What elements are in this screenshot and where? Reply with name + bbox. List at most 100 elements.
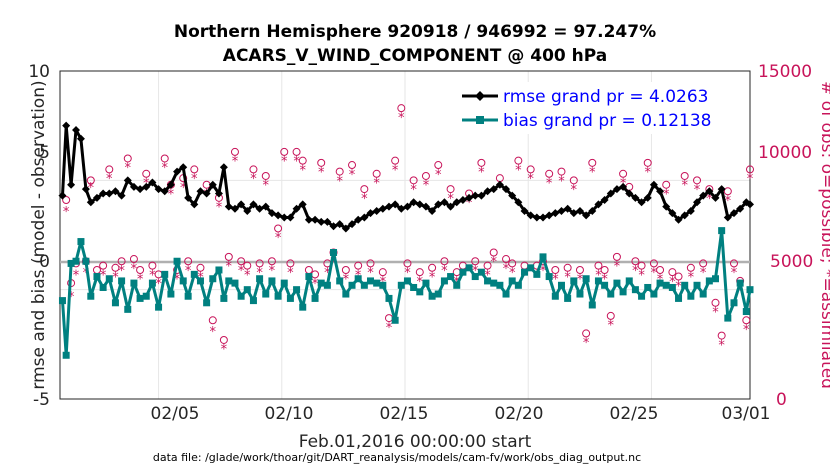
obs-possible-point bbox=[514, 156, 523, 165]
rmse-point bbox=[446, 202, 455, 211]
obs-assimilated-point: * bbox=[521, 268, 528, 283]
obs-possible-point bbox=[286, 259, 295, 268]
rmse-point bbox=[190, 200, 199, 209]
obs-assimilated-point: * bbox=[472, 264, 479, 279]
rmse-point bbox=[184, 193, 193, 202]
metric-series bbox=[58, 121, 754, 359]
obs-assimilated-point: * bbox=[88, 181, 95, 196]
plot-area-frame bbox=[59, 70, 751, 400]
obs-possible-point bbox=[366, 259, 375, 268]
bias-point bbox=[496, 281, 504, 289]
rmse-point bbox=[311, 215, 320, 224]
rmse-point bbox=[354, 215, 363, 224]
rmse-point bbox=[428, 206, 437, 215]
rmse-point bbox=[224, 202, 233, 211]
rmse-point bbox=[323, 217, 332, 226]
obs-assimilated-point: * bbox=[155, 277, 162, 292]
obs-assimilated-point: * bbox=[232, 155, 239, 170]
bias-point bbox=[527, 264, 535, 272]
obs-possible-point bbox=[335, 167, 344, 176]
rmse-point bbox=[255, 204, 264, 213]
obs-assimilated-point: * bbox=[614, 260, 621, 275]
bias-point bbox=[699, 290, 707, 298]
rmse-point bbox=[274, 211, 283, 220]
obs-possible-point bbox=[372, 169, 381, 178]
bias-point bbox=[330, 248, 338, 256]
bias-point bbox=[391, 316, 399, 324]
obs-assimilated-point: * bbox=[429, 271, 436, 286]
bias-point bbox=[379, 281, 387, 289]
obs-assimilated-point: * bbox=[373, 177, 380, 192]
obs-assimilated-point: * bbox=[185, 264, 192, 279]
left-y-tick-labels: 10 5 0 -5 bbox=[28, 62, 50, 410]
obs-possible-point bbox=[643, 158, 652, 167]
right-y-tick-labels: 15000 10000 5000 0 bbox=[758, 62, 813, 410]
obs-possible-point bbox=[606, 311, 615, 320]
bias-point bbox=[644, 283, 652, 291]
bias-point bbox=[231, 279, 239, 287]
obs-possible-point bbox=[649, 259, 658, 268]
rmse-point bbox=[699, 191, 708, 200]
bias-point bbox=[422, 279, 430, 287]
obs-assimilated-point: * bbox=[226, 260, 233, 275]
bias-point bbox=[305, 273, 313, 281]
obs-possible-point bbox=[99, 261, 108, 270]
obs-possible-point bbox=[680, 171, 689, 180]
rmse-point bbox=[366, 209, 375, 218]
obs-possible-point bbox=[508, 259, 517, 268]
x-tick-label: 02/15 bbox=[380, 404, 429, 424]
legend-rmse-marker bbox=[475, 91, 485, 101]
obs-possible-point bbox=[569, 176, 578, 185]
bias-point bbox=[484, 277, 492, 285]
rmse-point bbox=[286, 213, 295, 222]
x-tick-label: 02/05 bbox=[151, 404, 200, 424]
bias-point bbox=[256, 275, 264, 283]
obs-assimilated-point: * bbox=[601, 273, 608, 288]
rmse-point bbox=[160, 187, 169, 196]
obs-possible-point bbox=[136, 265, 145, 274]
obs-assimilated-point: * bbox=[460, 268, 467, 283]
obs-assimilated-point: * bbox=[410, 183, 417, 198]
rmse-point bbox=[237, 200, 246, 209]
obs-assimilated-point: * bbox=[435, 168, 442, 183]
bias-point bbox=[564, 294, 572, 302]
rmse-point bbox=[508, 191, 517, 200]
obs-possible-point bbox=[551, 265, 560, 274]
rmse-point bbox=[166, 180, 175, 189]
bias-point bbox=[662, 281, 670, 289]
obs-possible-point bbox=[594, 261, 603, 270]
rmse-point bbox=[723, 213, 732, 222]
rmse-point bbox=[465, 193, 474, 202]
bias-point bbox=[582, 275, 590, 283]
bias-point bbox=[286, 294, 294, 302]
obs-possible-point bbox=[255, 259, 264, 268]
rmse-point bbox=[304, 215, 313, 224]
obs-assimilated-point: * bbox=[398, 111, 405, 126]
obs-possible-point bbox=[489, 248, 498, 257]
right-y-axis-label: # of obs: o=possible; *=assimilated bbox=[817, 81, 830, 389]
rmse-point bbox=[619, 182, 628, 191]
obs-possible-point bbox=[557, 167, 566, 176]
bias-point bbox=[675, 294, 683, 302]
obs-possible-point bbox=[111, 263, 120, 272]
rmse-point bbox=[148, 178, 157, 187]
obs-possible-point bbox=[292, 147, 301, 156]
bias-point bbox=[681, 281, 689, 289]
obs-possible-point bbox=[711, 298, 720, 307]
obs-possible-point bbox=[196, 263, 205, 272]
obs-possible-point bbox=[717, 331, 726, 340]
obs-possible-point bbox=[230, 147, 239, 156]
obs-possible-point bbox=[317, 158, 326, 167]
obs-assimilated-point: * bbox=[269, 264, 276, 279]
bias-point bbox=[87, 292, 95, 300]
bias-point bbox=[465, 264, 473, 272]
rmse-point bbox=[575, 206, 584, 215]
rmse-point bbox=[502, 185, 511, 194]
obs-possible-point bbox=[391, 156, 400, 165]
obs-possible-point bbox=[267, 257, 276, 266]
bias-point bbox=[299, 303, 307, 311]
rmse-point bbox=[230, 204, 239, 213]
rmse-point bbox=[563, 204, 572, 213]
rmse-point bbox=[637, 198, 646, 207]
bias-point bbox=[173, 257, 181, 265]
